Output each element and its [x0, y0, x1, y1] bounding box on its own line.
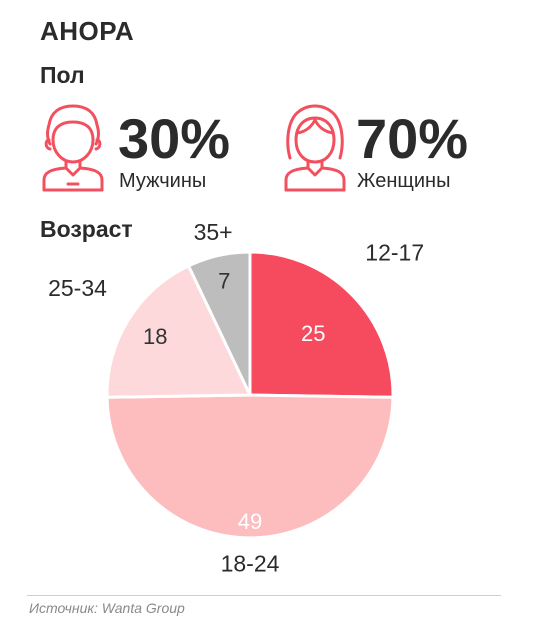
pie-label-18-24: 18-24	[221, 551, 280, 577]
pie-label-35plus: 35+	[194, 219, 233, 245]
gender-heading: Пол	[40, 62, 85, 88]
women-label: Женщины	[357, 170, 451, 192]
pie-slice-35plus	[187, 250, 252, 397]
source-note: Источник: Wanta Group	[29, 600, 185, 616]
women-percent: 70%	[356, 107, 469, 170]
pie-value-25-34: 18	[143, 324, 167, 349]
age-heading: Возраст	[40, 216, 133, 242]
pie-slice-18-24	[105, 393, 395, 540]
men-percent: 30%	[118, 107, 231, 170]
page-title: АНОРА	[40, 16, 135, 46]
pie-label-25-34: 25-34	[48, 275, 107, 301]
pie-slice-25-34	[105, 264, 252, 399]
pie-value-35plus: 7	[218, 269, 230, 294]
pie-value-18-24: 49	[238, 509, 262, 534]
men-label: Мужчины	[119, 170, 207, 192]
source-divider	[27, 595, 501, 596]
pie-value-12-17: 25	[301, 321, 325, 346]
woman-icon	[284, 104, 346, 192]
pie-slice-12-17	[248, 250, 395, 399]
man-icon	[42, 104, 104, 192]
pie-label-12-17: 12-17	[365, 240, 424, 266]
